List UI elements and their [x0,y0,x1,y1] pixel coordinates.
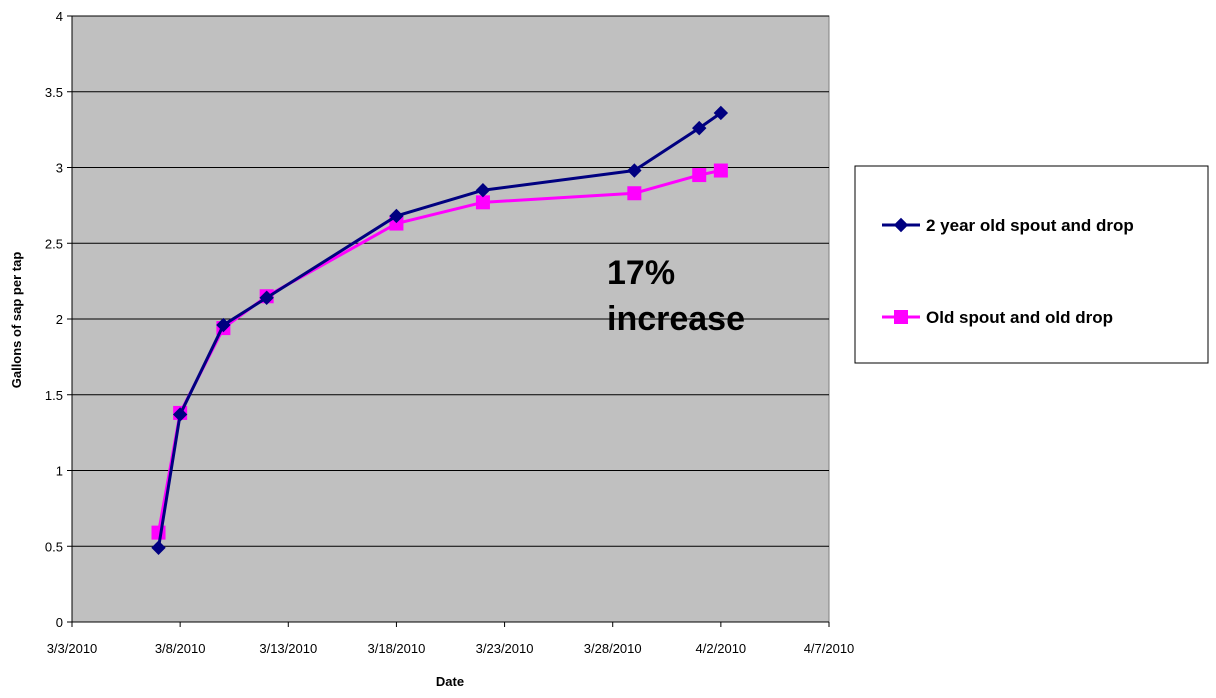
series-2-point [692,168,707,183]
series-2-point [713,163,728,178]
series-1-point [692,120,707,136]
y-axis-title: Gallons of sap per tap [9,252,24,389]
series-1-point [151,540,166,555]
x-tick-label: 4/7/2010 [804,641,855,656]
axes: 0 0.5 1 1.5 2 2.5 3 3.5 4 3/3/2010 3/8/2010 3/13/20… [45,9,854,656]
series-1-point [216,317,231,333]
series-1-point [172,407,188,422]
legend: 2 year old spout and drop Old spout and o… [854,165,1209,364]
legend-label-2: Old spout and old drop [926,308,1113,327]
series-1-point [713,105,729,121]
series-1-point [627,163,642,178]
x-tick-label: 4/2/2010 [696,641,747,656]
annotation-line-1: 17% [607,254,675,292]
series-lines [151,105,729,555]
series-1-point [389,208,404,224]
annotation: 17% increase [607,254,745,338]
y-tick-label: 0.5 [45,539,63,554]
legend-box [854,165,1209,364]
legend-swatch-marker-2 [894,310,908,324]
x-tick-label: 3/28/2010 [584,641,642,656]
y-tick-label: 2 [56,312,63,327]
x-axis-title: Date [436,674,464,689]
legend-swatch-marker-1 [893,217,909,233]
series-1-point [475,183,491,198]
y-tick-label: 2.5 [45,236,63,251]
y-tick-label: 3 [56,161,63,176]
legend-label-1: 2 year old spout and drop [926,216,1134,235]
y-tick-label: 3.5 [45,85,63,100]
series-1-point [259,290,274,305]
series-2-point [475,195,490,210]
x-tick-label: 3/23/2010 [476,641,534,656]
y-tick-label: 0 [56,615,63,630]
y-tick-label: 1 [56,464,63,479]
annotation-line-2: increase [607,300,745,338]
y-tick-label: 4 [56,9,63,24]
series-1 [151,105,729,555]
x-tick-label: 3/13/2010 [259,641,317,656]
x-tick-label: 3/3/2010 [47,641,98,656]
series-2-point [627,186,642,201]
gridlines [72,15,829,547]
y-tick-label: 1.5 [45,388,63,403]
x-tick-label: 3/18/2010 [368,641,426,656]
x-tick-label: 3/8/2010 [155,641,206,656]
